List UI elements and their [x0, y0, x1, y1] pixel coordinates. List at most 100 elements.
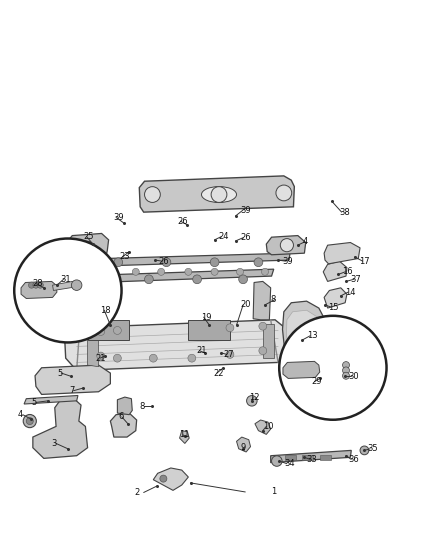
Circle shape — [276, 185, 292, 201]
Text: 10: 10 — [263, 422, 273, 431]
Text: 21: 21 — [95, 354, 106, 362]
Polygon shape — [110, 413, 137, 437]
Polygon shape — [117, 397, 132, 415]
Circle shape — [247, 395, 257, 406]
Text: 4: 4 — [18, 410, 23, 419]
Polygon shape — [53, 281, 78, 290]
Circle shape — [185, 268, 192, 276]
Circle shape — [237, 268, 244, 276]
Circle shape — [343, 367, 350, 374]
Circle shape — [114, 258, 123, 266]
Text: 33: 33 — [307, 455, 318, 464]
Polygon shape — [65, 320, 289, 370]
Polygon shape — [286, 310, 322, 344]
Polygon shape — [283, 301, 328, 353]
Text: 35: 35 — [367, 445, 378, 453]
Text: 29: 29 — [311, 377, 321, 386]
Ellipse shape — [201, 187, 237, 203]
Polygon shape — [253, 281, 271, 320]
Text: 26: 26 — [240, 233, 251, 242]
Text: 13: 13 — [307, 332, 317, 340]
Text: 34: 34 — [284, 459, 294, 468]
Polygon shape — [324, 243, 360, 264]
Polygon shape — [283, 361, 320, 378]
Polygon shape — [255, 420, 271, 434]
Text: 39: 39 — [283, 257, 293, 265]
Text: 5: 5 — [57, 369, 62, 377]
Text: 31: 31 — [60, 275, 71, 284]
Circle shape — [105, 275, 114, 284]
Text: 5: 5 — [32, 398, 37, 407]
Text: 1: 1 — [272, 488, 277, 496]
Text: 39: 39 — [113, 213, 124, 222]
Polygon shape — [39, 373, 93, 383]
Circle shape — [272, 456, 282, 466]
Text: 3: 3 — [52, 439, 57, 448]
Polygon shape — [33, 397, 88, 458]
Polygon shape — [24, 395, 78, 404]
Polygon shape — [88, 332, 99, 367]
Text: 22: 22 — [214, 369, 224, 377]
Polygon shape — [68, 269, 274, 284]
Bar — [302, 455, 313, 460]
Polygon shape — [271, 450, 351, 463]
Circle shape — [33, 282, 39, 288]
Text: 21: 21 — [196, 346, 207, 355]
Circle shape — [26, 417, 33, 425]
Text: 15: 15 — [328, 303, 338, 311]
Text: 17: 17 — [359, 257, 370, 265]
Text: 16: 16 — [342, 268, 352, 276]
Text: 9: 9 — [240, 443, 245, 452]
Circle shape — [226, 351, 234, 358]
Polygon shape — [153, 468, 188, 490]
Circle shape — [259, 322, 267, 330]
Circle shape — [188, 354, 196, 362]
Circle shape — [343, 361, 350, 369]
Text: 2: 2 — [134, 488, 139, 497]
Circle shape — [37, 282, 43, 288]
Polygon shape — [21, 281, 57, 298]
Text: 28: 28 — [33, 279, 43, 288]
Ellipse shape — [14, 239, 121, 343]
Polygon shape — [266, 236, 306, 255]
Text: 8: 8 — [139, 402, 145, 410]
Text: 37: 37 — [350, 275, 361, 284]
Polygon shape — [74, 282, 96, 328]
Circle shape — [81, 241, 94, 254]
Circle shape — [97, 352, 105, 360]
Text: 8: 8 — [271, 295, 276, 304]
Circle shape — [91, 268, 98, 276]
Circle shape — [132, 268, 139, 276]
Ellipse shape — [279, 316, 386, 420]
Polygon shape — [323, 261, 347, 281]
Circle shape — [158, 268, 165, 276]
Circle shape — [210, 258, 219, 266]
Polygon shape — [85, 253, 290, 266]
Polygon shape — [139, 176, 294, 212]
Text: 24: 24 — [218, 232, 229, 241]
Circle shape — [254, 258, 263, 266]
Circle shape — [28, 282, 35, 288]
Text: 36: 36 — [348, 455, 359, 464]
Polygon shape — [263, 324, 274, 358]
Bar — [88, 320, 129, 340]
Bar — [285, 455, 296, 460]
Text: 12: 12 — [249, 393, 259, 401]
Circle shape — [113, 354, 121, 362]
Text: 39: 39 — [240, 206, 251, 214]
Polygon shape — [67, 233, 109, 261]
Text: 23: 23 — [119, 253, 130, 261]
Circle shape — [239, 275, 247, 284]
Text: 4: 4 — [302, 238, 307, 246]
Polygon shape — [35, 365, 110, 394]
Circle shape — [162, 258, 171, 266]
Circle shape — [259, 347, 267, 354]
Circle shape — [160, 475, 167, 482]
Bar — [188, 320, 230, 340]
Circle shape — [261, 268, 268, 276]
Text: 7: 7 — [69, 386, 74, 395]
Circle shape — [97, 328, 105, 335]
Circle shape — [71, 280, 82, 290]
Text: 27: 27 — [223, 350, 234, 359]
Polygon shape — [180, 431, 189, 443]
